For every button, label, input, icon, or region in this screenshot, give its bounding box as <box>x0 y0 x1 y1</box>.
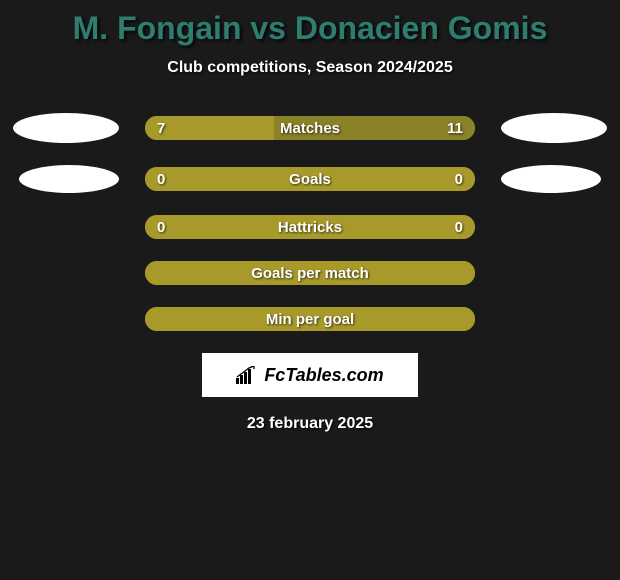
stat-bar: 711Matches <box>145 116 475 140</box>
player-left-ellipse <box>19 165 119 193</box>
brand-label: FcTables.com <box>264 365 383 386</box>
stat-row: Min per goal <box>0 307 620 331</box>
stat-row: 00Goals <box>0 165 620 193</box>
comparison-title: M. Fongain vs Donacien Gomis <box>0 0 620 47</box>
bars-growth-icon <box>236 366 258 384</box>
player-right-ellipse <box>501 113 607 143</box>
stat-bar: Min per goal <box>145 307 475 331</box>
brand-box: FcTables.com <box>202 353 418 397</box>
stat-bar: Goals per match <box>145 261 475 285</box>
stat-row: Goals per match <box>0 261 620 285</box>
stat-label: Min per goal <box>145 307 475 331</box>
stats-rows: 711Matches 00Goals 00Hattricks Goals per ma… <box>0 113 620 331</box>
comparison-subtitle: Club competitions, Season 2024/2025 <box>0 59 620 77</box>
stat-bar: 00Goals <box>145 167 475 191</box>
stat-row: 00Hattricks <box>0 215 620 239</box>
player-left-ellipse <box>13 113 119 143</box>
stat-label: Goals per match <box>145 261 475 285</box>
stat-label: Goals <box>145 167 475 191</box>
player-right-ellipse <box>501 165 601 193</box>
brand-text: FcTables.com <box>236 365 383 386</box>
stat-bar: 00Hattricks <box>145 215 475 239</box>
stat-row: 711Matches <box>0 113 620 143</box>
stat-label: Hattricks <box>145 215 475 239</box>
comparison-date: 23 february 2025 <box>0 415 620 433</box>
stat-label: Matches <box>145 116 475 140</box>
